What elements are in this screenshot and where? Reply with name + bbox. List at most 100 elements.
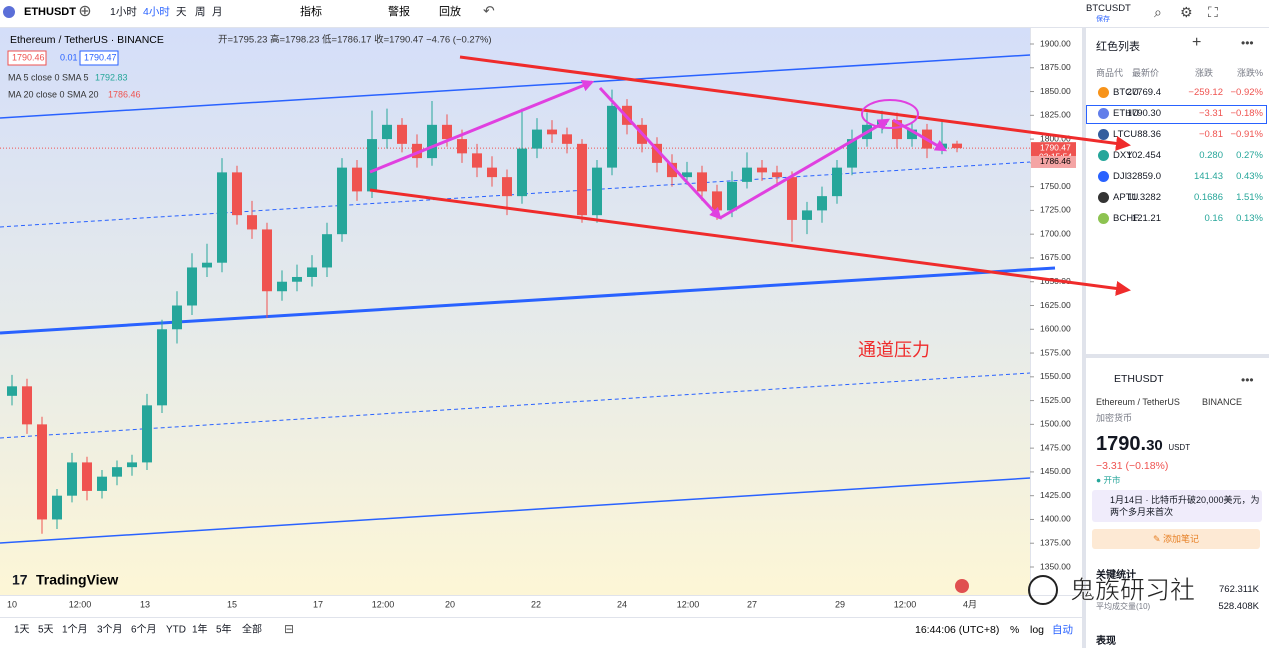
value-box [79, 50, 119, 66]
add-symbol[interactable]: ⊕ [78, 3, 91, 20]
row-cell: 11.3282 [1127, 192, 1161, 203]
range-button[interactable]: 3个月 [97, 624, 123, 636]
value-box-label[interactable]: 1790.47 [84, 52, 117, 62]
more-button[interactable]: ••• [1241, 36, 1254, 50]
candle-body [97, 476, 107, 491]
range-button[interactable]: 6个月 [131, 624, 157, 636]
interval[interactable]: 周 [195, 6, 206, 18]
candle-body [802, 210, 812, 220]
row-icon [1098, 213, 1109, 224]
y-tick-label: 1750.00 [1040, 181, 1071, 191]
x-tick-label: 24 [617, 599, 627, 609]
x-tick-label: 13 [140, 599, 150, 609]
stat1: 762.311K [1219, 584, 1259, 595]
row-cell: −3.31 [1198, 108, 1223, 119]
candle-body [712, 191, 722, 211]
percent-toggle[interactable]: % [1010, 624, 1019, 636]
detail-more[interactable]: ••• [1241, 373, 1254, 387]
row-cell: −259.12 [1188, 87, 1223, 98]
interval[interactable]: 月 [212, 6, 223, 18]
add-note[interactable]: ✎ 添加笔记 [1092, 529, 1260, 549]
logo-mark: 17 [12, 572, 28, 588]
row-symbol[interactable]: DXY [1113, 150, 1133, 161]
candle-body [292, 276, 302, 282]
x-tick-label: 17 [313, 599, 323, 609]
range-button[interactable]: 1个月 [62, 624, 88, 636]
y-tick-label: 1850.00 [1040, 86, 1071, 96]
x-tick-label: 4月 [963, 599, 977, 609]
add-button[interactable]: + [1192, 34, 1202, 51]
range-button[interactable]: 1年 [192, 623, 208, 636]
ma20-tag [1031, 155, 1076, 168]
value-box-label[interactable]: 0.01 [60, 52, 78, 62]
candle-body [592, 167, 602, 216]
row-icon [1098, 192, 1109, 203]
candle-body [532, 129, 542, 149]
candle-body [307, 267, 317, 277]
interval[interactable]: 天 [176, 6, 187, 18]
watchlist-title[interactable]: 红色列表 [1096, 41, 1140, 53]
x-tick-label: 12:00 [677, 599, 700, 609]
indicators[interactable]: 指标 [300, 4, 322, 18]
candle-body [547, 129, 557, 135]
range-button[interactable]: 1天 [14, 625, 30, 636]
candle-body [352, 167, 362, 192]
news[interactable]: 1月14日 · 比特币升破20,000美元，为两个多月来首次 [1092, 490, 1262, 522]
ma-value: 1786.46 [108, 89, 141, 99]
interval[interactable]: 1小时 [110, 6, 137, 18]
column-header: 最新价 [1131, 68, 1159, 78]
detail-category: 加密货币 [1096, 413, 1133, 423]
row-icon [1098, 108, 1109, 119]
candle-body [817, 196, 827, 211]
value-box [7, 50, 47, 66]
value-box-label[interactable]: 1790.46 [12, 52, 45, 62]
auto-toggle[interactable]: 自动 [1052, 623, 1073, 636]
candle-body [937, 143, 947, 149]
x-tick-label: 12:00 [894, 599, 917, 609]
candle-body [727, 181, 737, 211]
replay[interactable]: 回放 [439, 4, 461, 18]
x-tick-label: 12:00 [372, 599, 395, 609]
right-symbol[interactable]: BTCUSDT [1086, 3, 1131, 14]
settings[interactable]: ⚙ [1180, 4, 1193, 20]
save[interactable]: 保存 [1096, 16, 1110, 23]
candle-body [922, 129, 932, 149]
row-cell: 0.43% [1236, 171, 1263, 182]
candle-body [262, 229, 272, 292]
candle-body [367, 139, 377, 192]
candle-body [37, 424, 47, 520]
price-main: 1790. [1096, 433, 1147, 455]
candle-body [427, 124, 437, 159]
candle-body [892, 120, 902, 140]
row-symbol[interactable]: LTCU [1113, 129, 1138, 140]
date-range-icon[interactable]: ⊟ [284, 622, 294, 636]
candle-body [247, 215, 257, 230]
chart: ETHUSDT ⊕ 指标 警报 回放 ↶ Ethereum / TetherUS… [0, 2, 1082, 637]
log-toggle[interactable]: log [1030, 624, 1044, 636]
row-symbol[interactable]: DJI [1113, 171, 1128, 182]
candle-body [562, 134, 572, 144]
y-tick-label: 1875.00 [1040, 62, 1071, 72]
range-button[interactable]: YTD [166, 625, 186, 636]
alerts[interactable]: 警报 [388, 4, 410, 18]
stat2: 528.408K [1218, 601, 1259, 612]
interval[interactable]: 4小时 [143, 6, 170, 18]
detail-exchange: BINANCE [1202, 397, 1243, 407]
y-tick-label: 1650.00 [1040, 276, 1071, 286]
candle-body [112, 467, 122, 477]
x-tick-label: 27 [747, 599, 757, 609]
row-cell: −0.81 [1198, 129, 1223, 140]
top-right-bar: BTCUSDT 保存 ⌕ ⚙ ⛶ [1082, 0, 1269, 28]
fullscreen[interactable]: ⛶ [1208, 4, 1218, 20]
range-button[interactable]: 5天 [38, 625, 54, 636]
candle-body [637, 124, 647, 144]
candle-body [412, 143, 422, 159]
range-button[interactable]: 全部 [242, 623, 262, 636]
ma-value: 1792.83 [95, 72, 128, 82]
search[interactable]: ⌕ [1154, 4, 1162, 20]
flag-icon [955, 579, 969, 593]
symbol[interactable]: ETHUSDT [24, 6, 76, 18]
range-button[interactable]: 5年 [216, 623, 232, 636]
undo[interactable]: ↶ [483, 3, 495, 19]
